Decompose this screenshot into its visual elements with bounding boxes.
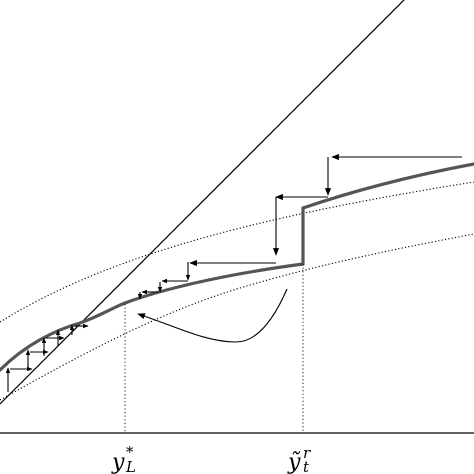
label-yt-tilde-r-base: ỹ — [287, 450, 301, 474]
label-yt-tilde-r-sub: t — [303, 458, 310, 474]
policy-curve-high — [301, 162, 474, 210]
forty-five-degree-line — [0, 0, 405, 405]
convergence-arrows-high — [137, 153, 462, 300]
label-yt-tilde-r-sup: r — [303, 444, 311, 462]
policy-curve-low — [0, 262, 305, 372]
convergence-arrows-low — [5, 323, 89, 392]
label-yL-star-base: y — [111, 450, 125, 474]
upper-dotted-curve — [0, 181, 474, 323]
curved-arrow — [137, 288, 288, 343]
label-yt-tilde-r: ỹ r t — [287, 444, 311, 474]
label-yL-star: y * L — [111, 443, 136, 474]
lower-dotted-curve — [0, 233, 474, 401]
label-yL-star-sup: * — [126, 443, 134, 461]
label-yL-star-sub: L — [125, 458, 136, 474]
